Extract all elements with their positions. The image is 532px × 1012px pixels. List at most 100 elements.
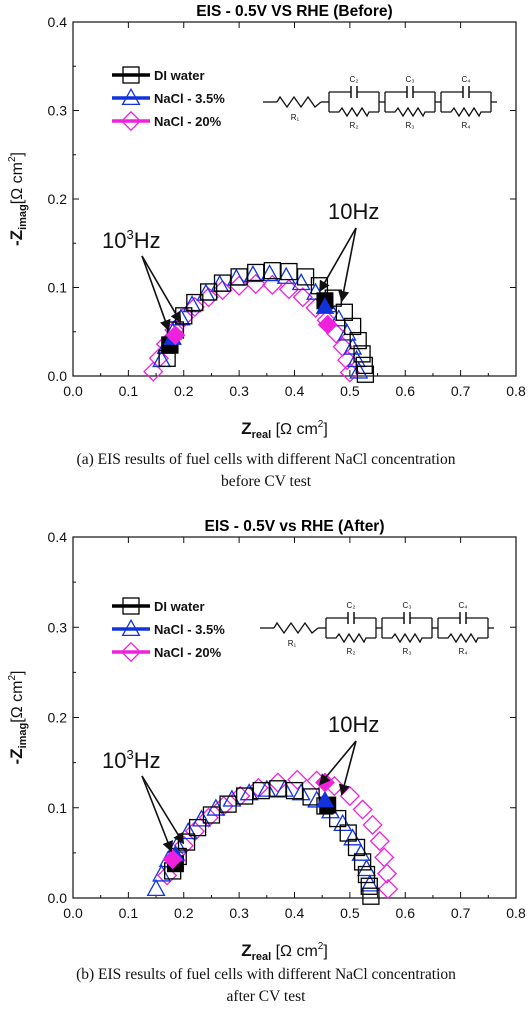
x-tick-label: 0.5 [340,383,360,399]
highlight-point [315,790,335,808]
y-tick-label: 0.0 [48,368,68,384]
x-tick-label: 0.2 [174,383,194,399]
data-point [360,874,380,892]
x-tick-label: 0.0 [63,905,83,921]
x-tick-label: 0.0 [63,383,83,399]
data-point [243,264,263,283]
y-tick-label: 0.1 [48,800,68,816]
legend-marker [120,641,142,663]
eis-before-chart: EIS - 0.5V VS RHE (Before)0.0 0.1 0.2 0.3 0.… [7,3,526,441]
data-point [356,365,375,383]
y-label-close: ] [9,671,26,675]
y-tick-label: 0.3 [48,103,68,119]
data-point [148,348,169,369]
data-point [260,264,280,282]
legend-marker [122,66,140,84]
data-point [333,813,353,832]
label-c: C₄ [458,601,467,610]
data-point [329,309,349,327]
y-axis: 0.0 0.1 0.2 0.3 0.4 [48,14,516,384]
circuit-diagram: R₁ C₂ R₂ C₃ R₃ C₄ R₄ [260,601,494,656]
series-square [164,780,380,905]
data-point [343,317,362,336]
y-tick-label: 0.1 [48,280,68,296]
data-point [229,275,250,296]
y-label-close: ] [9,152,26,156]
data-point [343,828,363,846]
highlight-layer [161,292,338,354]
y-axis: 0.0 0.1 0.2 0.3 0.4 [48,529,516,906]
label-r: R₂ [347,647,356,656]
legend-label: NaCl - 20% [154,645,222,660]
y-tick-label: 0.0 [48,890,68,906]
data-point [352,799,373,820]
data-point [302,788,320,806]
data-point [374,847,395,868]
annotations: 103Hz 10Hz [102,199,379,332]
label-c: C₃ [402,601,411,610]
x-tick-label: 0.1 [119,383,139,399]
data-point [376,863,398,884]
x-label-sub: real [252,951,272,963]
y-tick-label: 0.2 [48,191,68,207]
caption-a-line1: (a) EIS results of fuel cells with diffe… [76,451,456,468]
data-point [355,356,373,375]
caption-b-line1: (b) EIS results of fuel cells with diffe… [76,966,456,983]
legend: DI water NaCl - 3.5% NaCl - 20% [108,594,250,666]
data-point [349,331,367,350]
data-point [362,887,380,905]
resistor [441,106,491,118]
label-r: R₄ [461,121,470,130]
y-label-sub: imag [17,723,29,749]
y-label-unit: [Ω cm [9,162,26,204]
y-axis-label: -Zimag[Ω cm2] [7,671,29,765]
legend-label: NaCl - 3.5% [154,91,225,106]
label-r1: R₁ [291,113,300,122]
plot-frame [72,536,517,899]
caption-b-line2: after CV test [226,988,306,1005]
x-tick-label: 0.2 [174,905,194,921]
data-point [280,262,298,281]
x-label-power: 2 [318,941,324,952]
label-c: C₃ [405,75,414,84]
resistor [382,632,432,644]
eis-after-chart: EIS - 0.5V vs RHE (After) 0.0 0.1 0.2 0.3 0.4… [7,518,526,963]
legend-label: NaCl - 20% [154,114,222,129]
chart-title: EIS - 0.5V vs RHE (After) [204,518,384,535]
caption-b: (b) EIS results of fuel cells with diffe… [0,964,532,1008]
data-point [202,806,221,824]
data-point [152,864,172,882]
x-label-close: ] [323,943,327,960]
arrow-10hz-1 [319,740,357,786]
label-c: C₂ [347,601,356,610]
data-point [143,361,164,382]
data-point [353,853,372,871]
arrow-khz-1 [141,255,171,332]
resistor [438,632,488,644]
x-label-main: Z [241,941,251,960]
legend-marker [121,618,141,637]
y-label-power: 2 [7,156,18,162]
highlight-point [317,314,338,335]
arrow-khz-2 [141,255,182,324]
caption-a-line2: before CV test [220,473,312,490]
annotations: 103Hz 10Hz [102,712,379,853]
data-point [200,283,218,301]
data-point [347,838,366,857]
y-tick-label: 0.4 [48,14,68,30]
data-layer [146,769,399,905]
data-point [360,877,378,895]
label-c: C₄ [461,75,470,84]
legend-label: DI water [154,599,205,614]
x-label-power: 2 [318,419,324,430]
panel-b: EIS - 0.5V vs RHE (After) 0.0 0.1 0.2 0.3 0.4… [0,506,532,1012]
data-point [157,865,178,886]
data-point [369,831,390,852]
label-c: C₂ [350,75,359,84]
data-point [287,769,308,790]
y-label-power: 2 [7,675,18,681]
data-point [184,296,205,318]
highlight-point [315,297,335,314]
data-point [329,809,347,828]
x-axis-label: Zreal [Ω cm2] [241,941,328,963]
